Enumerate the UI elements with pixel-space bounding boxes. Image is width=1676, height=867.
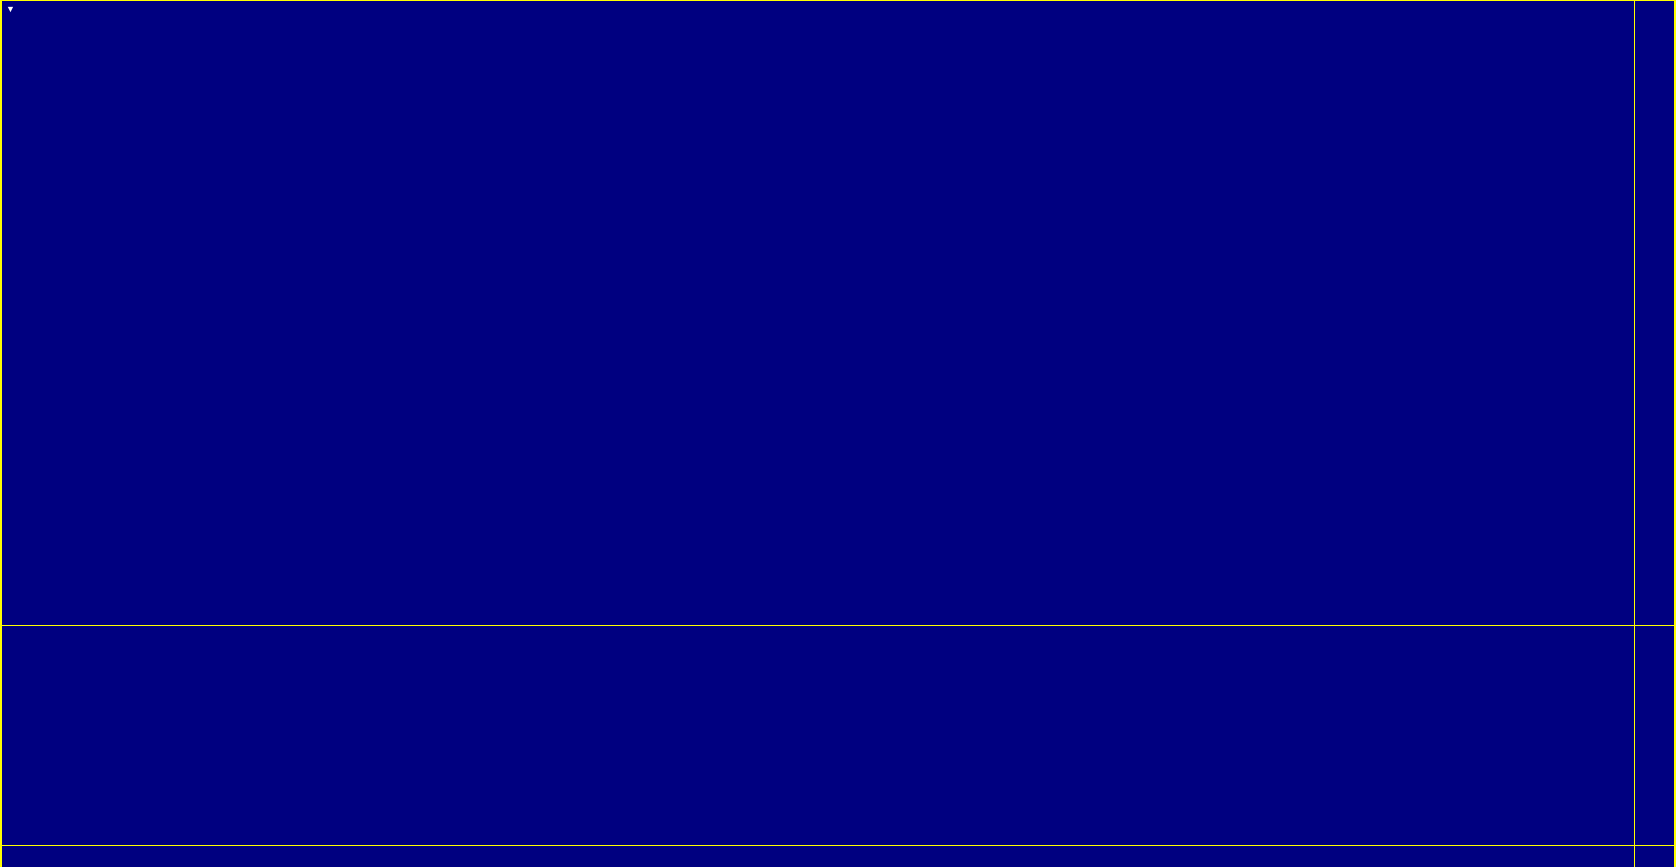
price-axis-separator bbox=[1634, 0, 1635, 867]
window-left-border bbox=[0, 0, 2, 867]
chart-header: ▼ bbox=[6, 3, 19, 15]
window-top-border bbox=[0, 0, 1676, 1]
time-axis[interactable] bbox=[0, 845, 1676, 867]
pane-separator[interactable] bbox=[2, 625, 1674, 626]
price-chart-pane[interactable] bbox=[2, 1, 1634, 625]
window-right-border bbox=[1674, 0, 1676, 867]
volume-chart-pane[interactable] bbox=[2, 626, 1634, 845]
triangle-down-icon[interactable]: ▼ bbox=[6, 4, 15, 15]
price-axis[interactable] bbox=[1635, 0, 1676, 845]
